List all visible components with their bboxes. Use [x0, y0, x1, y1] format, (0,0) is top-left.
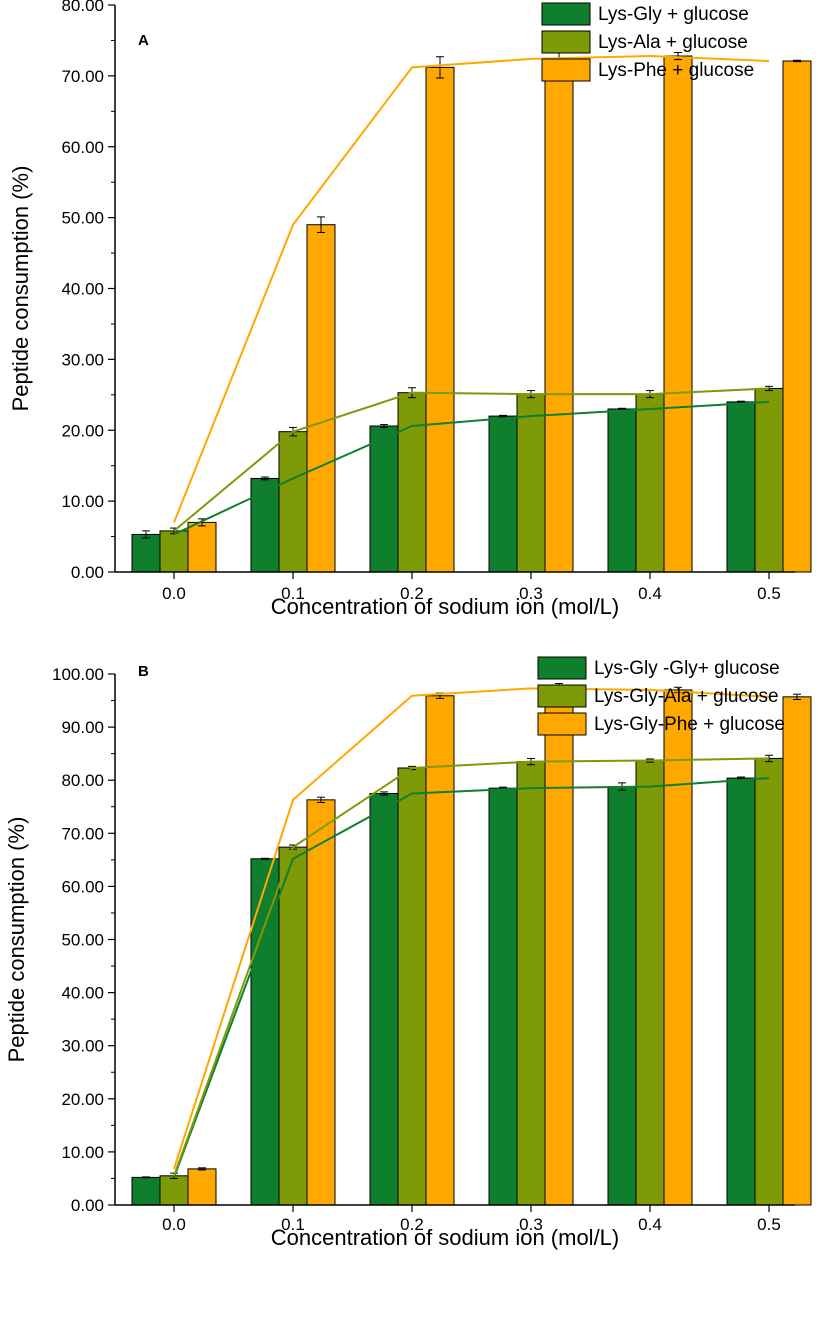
y-tick-label: 60.00: [61, 877, 104, 896]
legend-swatch: [537, 656, 587, 680]
bar: [635, 760, 665, 1206]
trend-line: [173, 55, 770, 523]
x-tick-label: 0.2: [400, 1215, 424, 1234]
bar: [369, 792, 399, 1206]
bar: [663, 55, 693, 573]
bar: [187, 521, 217, 573]
y-axis-title: Peptide consumption (%): [8, 166, 33, 412]
x-tick-label: 0.4: [638, 584, 662, 603]
legend-label: Lys-Gly-Phe + glucose: [594, 714, 785, 735]
y-tick-label: 80.00: [61, 771, 104, 790]
trend-line: [173, 757, 770, 1177]
legend-swatch: [537, 684, 587, 708]
bar: [425, 66, 455, 573]
y-tick-label: 80.00: [61, 0, 104, 15]
trend-line: [173, 777, 770, 1178]
x-tick-label: 0.0: [162, 1215, 186, 1234]
y-tick-label: 10.00: [61, 1143, 104, 1162]
y-tick-label: 20.00: [61, 1090, 104, 1109]
x-tick-label: 0.3: [519, 584, 543, 603]
x-tick-label: 0.1: [281, 1215, 305, 1234]
y-tick-label: 30.00: [61, 350, 104, 369]
trend-line: [173, 687, 770, 1170]
x-tick-label: 0.0: [162, 584, 186, 603]
legend-label: Lys-Gly-Ala + glucose: [594, 686, 779, 707]
bar: [131, 1176, 161, 1206]
bar: [278, 846, 308, 1206]
bar: [306, 799, 336, 1206]
legend-swatch: [541, 2, 591, 26]
y-tick-label: 0.00: [71, 563, 104, 582]
bar: [159, 530, 189, 573]
bar: [516, 761, 546, 1206]
bar: [544, 58, 574, 573]
x-tick-label: 0.3: [519, 1215, 543, 1234]
y-tick-label: 40.00: [61, 280, 104, 299]
bar: [663, 689, 693, 1206]
bar: [754, 387, 784, 573]
bar: [754, 757, 784, 1206]
bar: [488, 787, 518, 1206]
bar: [278, 431, 308, 573]
chart-panel-a: 0.00 10.00 20.00 30.00 40.00 50.00 60.00 70.00 8…: [8, 0, 812, 619]
x-tick-label: 0.2: [400, 584, 424, 603]
x-tick-label: 0.5: [757, 1215, 781, 1234]
bar: [369, 425, 399, 573]
panel-label: A: [138, 32, 149, 49]
bar: [726, 777, 756, 1206]
bar: [306, 224, 336, 573]
panel-label: B: [138, 663, 149, 680]
y-tick-label: 20.00: [61, 421, 104, 440]
chart-panel-b: 0.00 10.00 20.00 30.00 40.00 50.00 60.00 70.00 8…: [4, 656, 812, 1250]
x-axis-title: Concentration of sodium ion (mol/L): [271, 594, 620, 619]
legend-swatch: [541, 58, 591, 82]
x-tick-label: 0.5: [757, 584, 781, 603]
bar: [726, 401, 756, 573]
legend-label: Lys-Gly + glucose: [598, 4, 749, 25]
y-tick-label: 90.00: [61, 718, 104, 737]
bar: [250, 858, 280, 1206]
bar: [782, 696, 812, 1206]
y-tick-label: 100.00: [52, 665, 104, 684]
y-axis-title: Peptide consumption (%): [4, 817, 29, 1063]
bar: [635, 393, 665, 573]
x-tick-label: 0.4: [638, 1215, 662, 1234]
trend-line: [173, 400, 770, 536]
y-tick-label: 60.00: [61, 138, 104, 157]
legend-label: Lys-Ala + glucose: [598, 32, 748, 53]
bar: [607, 408, 637, 573]
y-tick-label: 50.00: [61, 209, 104, 228]
bar: [425, 695, 455, 1206]
bar: [607, 786, 637, 1206]
bar: [782, 60, 812, 573]
bar: [397, 767, 427, 1206]
bar: [488, 415, 518, 573]
y-tick-label: 70.00: [61, 67, 104, 86]
bar: [516, 393, 546, 573]
y-tick-label: 70.00: [61, 824, 104, 843]
trend-line: [173, 387, 770, 532]
bar: [187, 1168, 217, 1206]
legend-label: Lys-Phe + glucose: [598, 60, 754, 81]
bar: [250, 477, 280, 573]
x-tick-label: 0.1: [281, 584, 305, 603]
y-tick-label: 10.00: [61, 492, 104, 511]
legend-label: Lys-Gly -Gly+ glucose: [594, 658, 780, 679]
y-tick-label: 0.00: [71, 1196, 104, 1215]
x-axis-title: Concentration of sodium ion (mol/L): [271, 1225, 620, 1250]
y-tick-label: 50.00: [61, 931, 104, 950]
bar: [159, 1175, 189, 1206]
legend-swatch: [541, 30, 591, 54]
legend-swatch: [537, 712, 587, 736]
y-tick-label: 40.00: [61, 984, 104, 1003]
bar: [397, 392, 427, 573]
bar: [544, 687, 574, 1206]
y-tick-label: 30.00: [61, 1037, 104, 1056]
bar: [131, 533, 161, 573]
